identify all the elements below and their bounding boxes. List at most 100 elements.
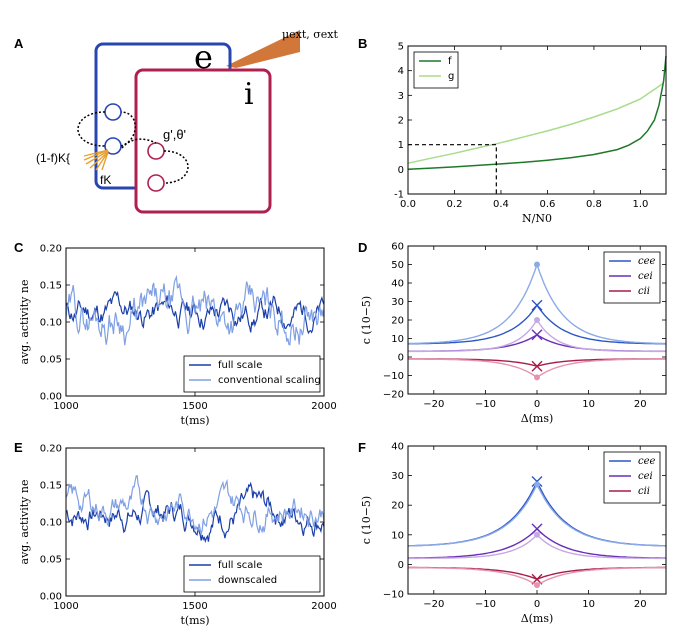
peak-dot-marker	[534, 582, 540, 589]
x-tick-label: 1000	[53, 401, 78, 412]
peak-cross-marker	[531, 360, 543, 372]
x-axis-label: Δ(ms)	[521, 412, 554, 425]
peak-dot-marker	[534, 261, 540, 268]
y-tick-label: 1	[398, 140, 404, 151]
i-neuron-2	[147, 174, 165, 192]
peak-dot-marker	[534, 481, 540, 488]
y-tick-label: 2	[398, 116, 404, 127]
series-g	[407, 82, 665, 164]
plot-frame	[65, 247, 325, 397]
chart-d: −20 −10 0 10 20 −20 −10 0 10 20 30 40 50 60 Δ(ms) c (10…	[360, 242, 667, 425]
x-tick-label: 10	[582, 599, 595, 610]
network-diagram: μext, σext e i (1-f)K{ fK g',θ'	[36, 28, 338, 214]
x-axis-label: t(ms)	[180, 614, 209, 627]
legend-label: cei	[638, 471, 653, 482]
y-tick-label: −20	[383, 390, 404, 401]
x-tick-label: 1000	[53, 601, 78, 612]
i-population-box	[134, 68, 272, 214]
x-tick-label: −10	[475, 599, 496, 610]
chart-b: 0.0 0.2 0.4 0.6 0.8 1.0 -1 0 1 2 3 4 5 N/N0 fg	[394, 42, 667, 225]
legend-label: cii	[638, 486, 650, 497]
x-tick-label: −20	[423, 599, 444, 610]
y-tick-label: 0.20	[40, 444, 62, 455]
y-tick-label: 0.15	[40, 281, 62, 292]
external-input-label: μext, σext	[282, 28, 338, 41]
x-tick-label: 1.0	[632, 199, 648, 210]
legend-label: cee	[638, 256, 656, 267]
y-tick-label: 60	[391, 242, 404, 253]
plot-frame	[65, 447, 325, 597]
e-neuron-1	[104, 103, 122, 121]
panel-label-a: A	[14, 36, 24, 51]
chart-f: −20 −10 0 10 20 −10 0 10 20 30 40 Δ(ms) c (10−5) cee c…	[360, 442, 667, 625]
series-cii	[408, 566, 666, 580]
y-tick-label: −10	[383, 371, 404, 382]
input-fan	[83, 149, 109, 171]
x-tick-label: 0	[534, 599, 540, 610]
ie-link	[121, 138, 157, 149]
y-tick-label: 30	[391, 297, 404, 308]
y-tick-label: 0.05	[40, 555, 62, 566]
y-axis-label: avg. activity ne	[18, 280, 31, 365]
panel-label-b: B	[358, 36, 367, 51]
x-tick-label: 0.8	[586, 199, 602, 210]
y-tick-label: 0	[398, 165, 404, 176]
i-label: i	[244, 77, 254, 112]
peak-dot-marker	[534, 531, 540, 538]
y-tick-label: 0	[398, 353, 404, 364]
series-cee	[408, 303, 666, 345]
x-tick-label: −10	[475, 399, 496, 410]
x-tick-label: 0.4	[493, 199, 509, 210]
gtheta-label: g',θ'	[163, 127, 186, 142]
y-axis-label: avg. activity ne	[18, 480, 31, 565]
peak-dot-marker	[534, 317, 540, 323]
legend-box	[413, 51, 459, 89]
i-loop	[163, 150, 189, 184]
series-comparison	[65, 475, 325, 536]
y-tick-label: 20	[391, 316, 404, 327]
fk2-label: fK	[100, 173, 111, 187]
y-tick-label: 20	[391, 501, 404, 512]
y-tick-label: 0.05	[40, 355, 62, 366]
chart-e: 1000 1500 2000 0.00 0.05 0.10 0.15 0.20 t(ms) avg…	[18, 444, 337, 628]
panel-label-f: F	[358, 440, 366, 455]
x-tick-label: 0.0	[400, 199, 416, 210]
y-tick-label: 0.20	[40, 244, 62, 255]
x-axis-label: N/N0	[522, 212, 552, 225]
y-tick-label: −10	[383, 590, 404, 601]
y-tick-label: 0.00	[40, 392, 62, 403]
x-tick-label: 0.6	[540, 199, 556, 210]
x-tick-label: 0.2	[447, 199, 463, 210]
x-tick-label: 1500	[182, 401, 207, 412]
legend-label: downscaled	[218, 575, 277, 586]
legend-box	[183, 555, 321, 593]
fk-label: (1-f)K{	[36, 151, 70, 165]
legend-label: full scale	[218, 560, 262, 571]
legend-label: cei	[638, 271, 653, 282]
peak-dot-marker	[534, 374, 540, 381]
chart-c: 1000 1500 2000 0.00 0.05 0.10 0.15 0.20 t(ms) avg…	[18, 244, 337, 428]
x-tick-label: −20	[423, 399, 444, 410]
peak-cross-marker	[531, 523, 543, 535]
panel-label-c: C	[14, 240, 24, 255]
e-loop	[77, 111, 106, 147]
y-axis-label: c (10−5)	[360, 496, 373, 544]
y-tick-label: 5	[398, 42, 404, 53]
y-tick-label: 30	[391, 471, 404, 482]
x-tick-label: 20	[634, 399, 647, 410]
plot-frame	[407, 245, 667, 395]
x-tick-label: 2000	[311, 601, 336, 612]
x-axis-label: Δ(ms)	[521, 612, 554, 625]
y-tick-label: 0.00	[40, 592, 62, 603]
y-tick-label: -1	[394, 190, 404, 201]
y-tick-label: 40	[391, 442, 404, 453]
x-tick-label: 0	[534, 399, 540, 410]
y-axis-label: c (10−5)	[360, 296, 373, 344]
plot-frame	[407, 45, 667, 195]
legend-box	[183, 355, 321, 393]
x-tick-label: 1500	[182, 601, 207, 612]
plot-frame	[407, 445, 667, 595]
y-tick-label: 50	[391, 260, 404, 271]
